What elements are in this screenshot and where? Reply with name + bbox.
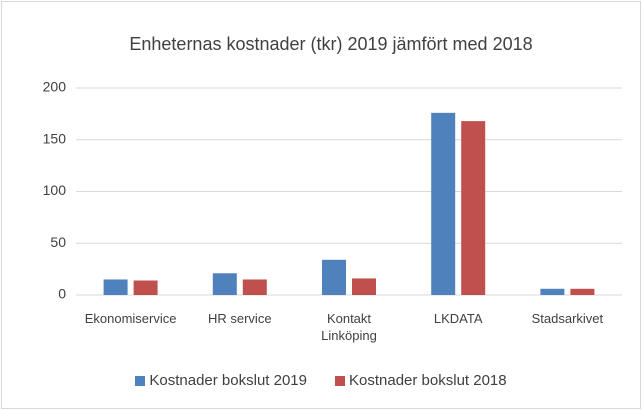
legend-swatch bbox=[335, 375, 345, 386]
x-tick-label: Ekonomiservice bbox=[84, 311, 177, 326]
legend-item: Kostnader bokslut 2019 bbox=[135, 372, 307, 389]
legend-item: Kostnader bokslut 2018 bbox=[335, 372, 507, 389]
x-tick-label: LKDATA bbox=[433, 311, 483, 326]
bar bbox=[133, 280, 158, 295]
bar bbox=[461, 121, 486, 296]
y-tick-label: 150 bbox=[43, 130, 67, 146]
bar bbox=[570, 288, 595, 295]
y-tick-label: 200 bbox=[43, 79, 67, 95]
x-tick-label: HR service bbox=[207, 311, 272, 326]
bar bbox=[540, 288, 565, 295]
bar bbox=[212, 273, 237, 295]
legend-swatch bbox=[135, 375, 146, 386]
bar bbox=[103, 279, 128, 295]
y-tick-label: 100 bbox=[43, 182, 67, 198]
y-tick-label: 50 bbox=[50, 234, 66, 250]
y-tick-label: 0 bbox=[58, 286, 66, 302]
bar bbox=[322, 259, 346, 295]
x-tick-label: Stadsarkivet bbox=[531, 311, 604, 326]
bar bbox=[431, 112, 456, 295]
legend-label: Kostnader bokslut 2018 bbox=[349, 372, 507, 389]
legend-label: Kostnader bokslut 2019 bbox=[149, 372, 307, 389]
legend: Kostnader bokslut 2019 Kostnader bokslut … bbox=[0, 372, 642, 389]
x-tick-label: Kontakt Linköping bbox=[321, 311, 377, 343]
bar bbox=[242, 279, 267, 295]
bar bbox=[352, 278, 376, 295]
chart-title: Enheternas kostnader (tkr) 2019 jämfört … bbox=[129, 34, 532, 54]
